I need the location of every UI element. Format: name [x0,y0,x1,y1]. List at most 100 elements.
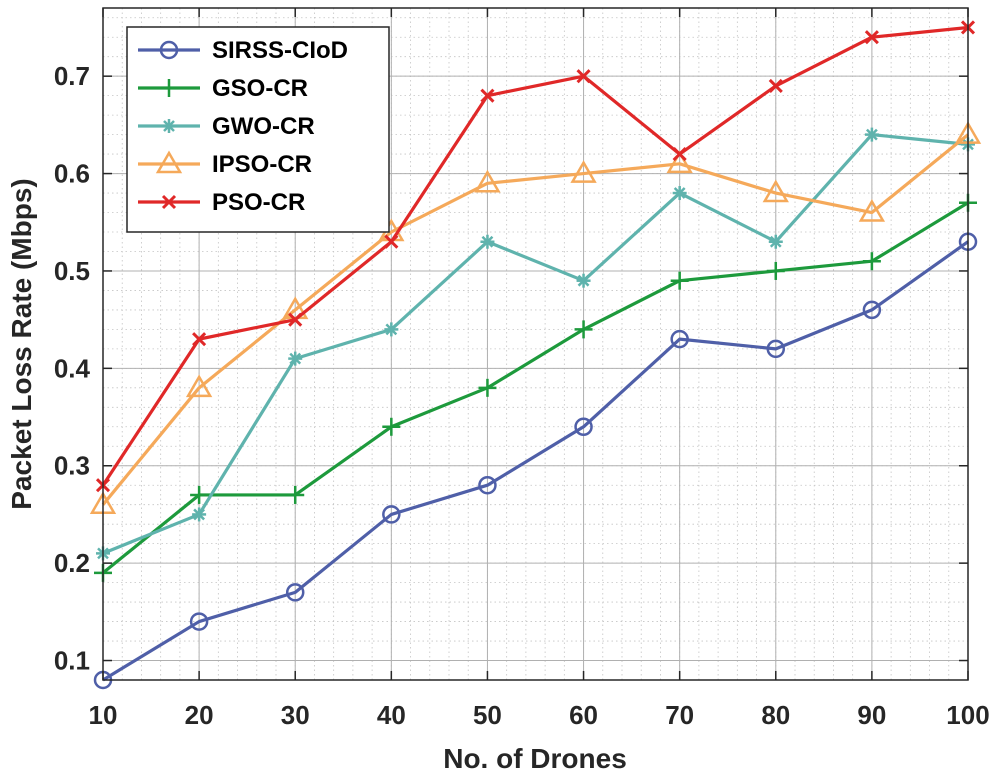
asterisk-marker-d2 [481,235,494,248]
data-point [288,351,303,366]
data-point [768,234,783,249]
circle-marker [478,475,497,495]
triangle-marker [474,169,501,193]
data-point [474,169,501,193]
data-point [192,332,207,347]
x-marker-b [480,88,495,103]
data-point [762,179,789,203]
x-marker-b [576,69,591,84]
triangle-marker [185,374,213,398]
x-marker-b [672,147,687,162]
x-marker-b [161,194,177,210]
legend-item-sirss-ciod: SIRSS-CIoD [138,37,348,64]
triangle-marker [666,150,693,174]
legend-item-gwo-cr: GWO-CR [138,113,315,140]
series-line-gso-cr [101,201,969,575]
x-marker-b [384,234,399,249]
legend-item-ipso-cr: IPSO-CR [138,150,312,178]
data-point [574,417,593,437]
asterisk-marker-d2 [769,235,782,248]
data-point [766,339,786,359]
data-point [160,79,178,97]
data-point [382,505,401,524]
data-point [576,69,591,84]
data-point [155,150,183,174]
legend-label: GWO-CR [212,113,315,140]
data-point [670,271,689,290]
x-marker-b [768,78,783,93]
plot-frame [102,7,969,681]
x-tick-label: 10 [89,700,118,730]
x-tick-label: 80 [761,700,790,730]
circle-marker [862,300,882,320]
y-tick-label: 0.4 [54,353,91,383]
data-point [570,160,597,183]
x-tick-label: 20 [185,700,214,730]
x-axis-title: No. of Drones [443,743,627,774]
asterisk-marker-d2 [193,508,205,521]
data-point [858,199,886,222]
x-tick-label: 50 [473,700,502,730]
circle-marker [670,329,689,349]
data-point [766,261,785,280]
x-tick-label: 40 [377,700,406,730]
circle-marker [159,40,179,60]
legend-item-pso-cr: PSO-CR [138,189,305,216]
series-layer [89,20,982,690]
data-point [480,234,495,249]
asterisk-marker-d2 [289,352,302,365]
series-line-gwo-cr [102,133,969,555]
legend-label: GSO-CR [212,75,308,102]
y-tick-label: 0.7 [54,61,90,91]
data-point [288,312,303,327]
triangle-marker [762,179,789,203]
y-tick-label: 0.2 [54,548,90,578]
data-point [384,322,399,337]
data-point [672,186,687,201]
x-tick-label: 100 [946,700,989,730]
data-point [192,507,207,522]
circle-marker [574,417,593,437]
data-point [285,583,305,602]
legend-label: IPSO-CR [212,151,312,178]
x-marker-b [192,332,207,347]
x-tick-label: 60 [569,700,598,730]
triangle-marker [858,199,886,222]
circle-marker [382,505,401,524]
series-gso-cr [94,193,977,582]
series-ipso-cr [89,121,982,514]
y-tick-label: 0.6 [54,159,90,189]
data-point [190,485,209,504]
x-tick-label: 30 [281,700,310,730]
legend-item-gso-cr: GSO-CR [138,75,308,102]
asterisk-marker-d2 [866,128,878,141]
data-point [574,320,593,339]
x-marker-b [864,30,879,45]
data-point [480,88,495,103]
data-point [862,300,882,320]
data-point [161,194,177,210]
data-point [672,147,687,162]
x-tick-labels: 10 20 30 40 50 60 70 80 90 100 [89,700,990,730]
circle-marker [285,583,305,602]
triangle-marker [155,150,183,174]
series-line-pso-cr [101,25,969,487]
data-point [384,234,399,249]
series-line-sirss-ciod [102,240,969,682]
data-point [864,127,879,142]
data-point [478,475,497,495]
data-point [670,329,689,349]
data-point [864,30,879,45]
triangle-marker [570,160,597,183]
asterisk-marker-d2 [385,323,398,336]
circle-marker [766,339,786,359]
y-axis-title: Packet Loss Rate (Mbps) [6,178,37,509]
data-point [576,273,591,288]
legend: SIRSS-CIoD GSO-CR GWO-CR IPSO-CR PSO-CR [126,26,390,233]
y-tick-label: 0.1 [54,646,90,676]
data-point [159,40,179,60]
asterisk-marker-d2 [673,187,686,199]
circle-marker [189,612,209,631]
data-point [185,374,213,398]
